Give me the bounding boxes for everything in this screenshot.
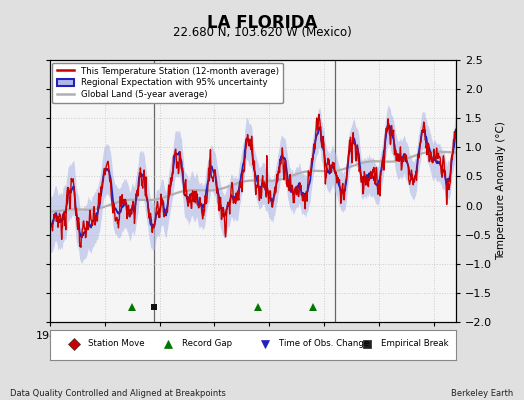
Text: Berkeley Earth: Berkeley Earth [451, 389, 514, 398]
Y-axis label: Temperature Anomaly (°C): Temperature Anomaly (°C) [496, 122, 506, 260]
Text: Time of Obs. Change: Time of Obs. Change [279, 339, 369, 348]
Text: Data Quality Controlled and Aligned at Breakpoints: Data Quality Controlled and Aligned at B… [10, 389, 226, 398]
Text: LA FLORIDA: LA FLORIDA [207, 14, 317, 32]
Text: Empirical Break: Empirical Break [381, 339, 449, 348]
Text: 22.680 N, 103.620 W (Mexico): 22.680 N, 103.620 W (Mexico) [172, 26, 352, 39]
Text: Record Gap: Record Gap [182, 339, 232, 348]
Text: Station Move: Station Move [89, 339, 145, 348]
Legend: This Temperature Station (12-month average), Regional Expectation with 95% uncer: This Temperature Station (12-month avera… [52, 62, 283, 103]
